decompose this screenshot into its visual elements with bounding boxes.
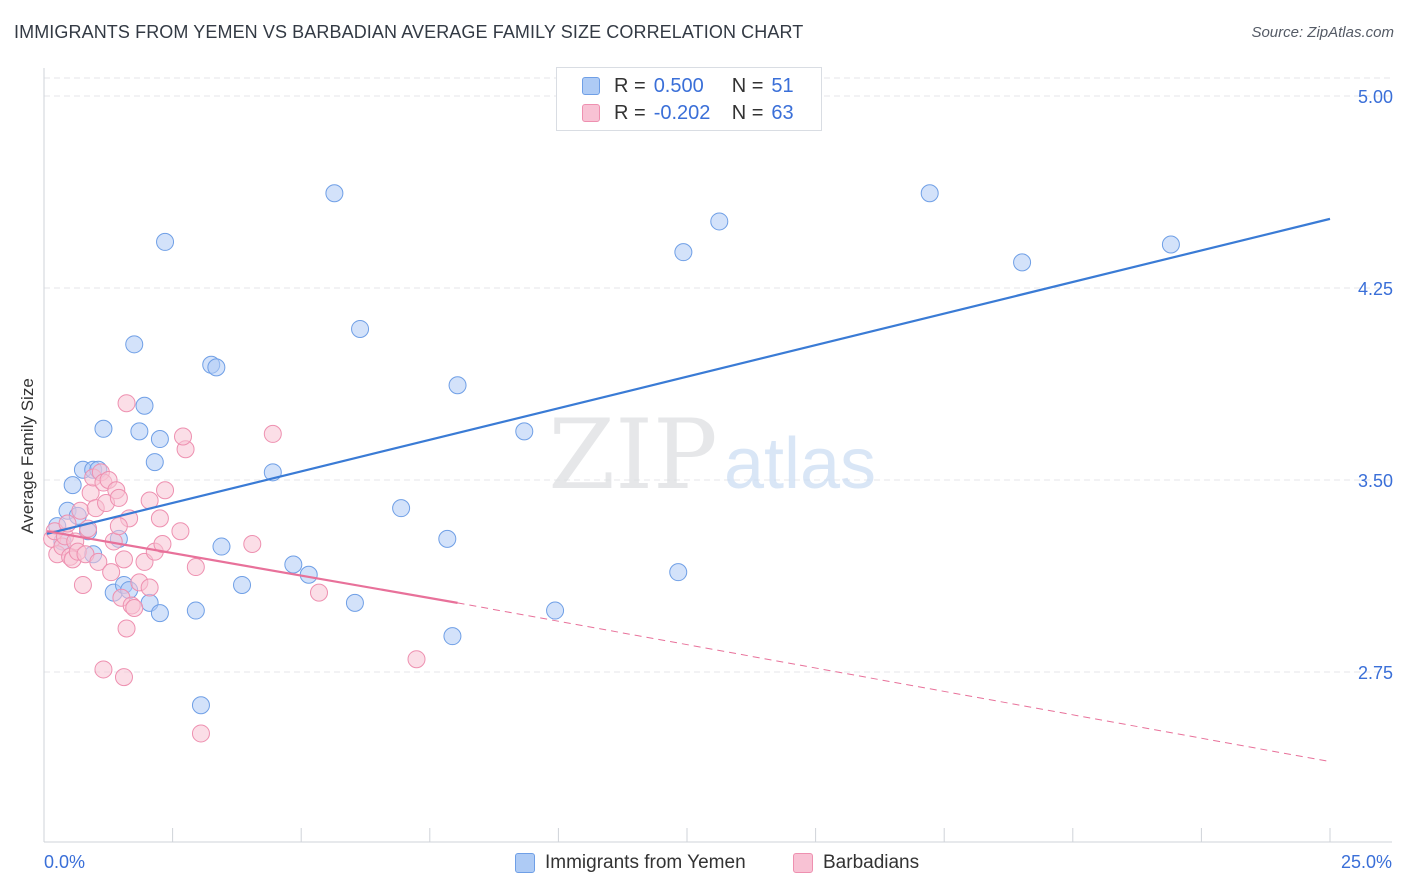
y-tick-label: 5.00	[1358, 87, 1393, 107]
point-barbadians	[156, 481, 175, 500]
trend-line-barbadians	[46, 530, 458, 604]
point-yemen	[669, 563, 688, 582]
legend-item-barbadians[interactable]: Barbadians	[793, 852, 919, 874]
legend-label-yemen: Immigrants from Yemen	[545, 852, 746, 873]
point-barbadians	[71, 501, 90, 520]
n-value-barbadians: 63	[771, 101, 794, 124]
n-value-yemen: 51	[771, 74, 794, 97]
point-yemen	[351, 319, 370, 338]
point-yemen	[130, 422, 149, 441]
point-barbadians	[407, 650, 426, 669]
point-yemen	[438, 529, 457, 548]
point-barbadians	[94, 660, 113, 679]
legend-swatch-yemen	[515, 853, 535, 873]
point-barbadians	[186, 558, 205, 577]
point-yemen	[443, 627, 462, 646]
point-yemen	[135, 396, 154, 415]
point-barbadians	[114, 550, 133, 569]
legend-swatch-yemen	[582, 77, 600, 95]
r-label: R =	[614, 101, 646, 124]
point-barbadians	[117, 394, 136, 413]
point-yemen	[207, 358, 226, 377]
r-value-barbadians: -0.202	[653, 101, 711, 124]
trend-line-extension-barbadians	[457, 602, 1331, 763]
point-barbadians	[102, 563, 121, 582]
point-yemen	[392, 499, 411, 518]
point-barbadians	[171, 522, 190, 541]
point-yemen	[150, 604, 169, 623]
legend-item-yemen[interactable]: Immigrants from Yemen	[515, 852, 746, 874]
point-yemen	[674, 243, 693, 262]
point-yemen	[515, 422, 534, 441]
correlation-legend: R = 0.500 N = 51 R = -0.202 N = 63	[556, 67, 822, 131]
point-yemen	[156, 232, 175, 251]
point-barbadians	[125, 599, 144, 617]
point-yemen	[94, 419, 113, 438]
point-yemen	[284, 555, 303, 574]
n-label: N =	[731, 101, 764, 124]
x-tick-label-max: 25.0%	[1340, 852, 1392, 872]
point-barbadians	[243, 535, 262, 553]
legend-label-barbadians: Barbadians	[823, 852, 920, 873]
r-value-yemen: 0.500	[653, 74, 704, 97]
point-yemen	[212, 537, 231, 556]
point-yemen	[546, 601, 565, 620]
point-yemen	[150, 430, 169, 449]
point-barbadians	[140, 578, 159, 597]
point-yemen	[63, 476, 82, 495]
chart-title: IMMIGRANTS FROM YEMEN VS BARBADIAN AVERA…	[14, 22, 804, 42]
point-barbadians	[109, 488, 128, 507]
point-yemen	[186, 601, 205, 620]
legend-swatch-barbadians	[793, 853, 813, 873]
y-tick-label: 3.50	[1358, 471, 1393, 491]
point-barbadians	[117, 619, 136, 638]
point-barbadians	[153, 535, 172, 553]
point-yemen	[233, 575, 252, 594]
point-barbadians	[309, 583, 328, 602]
point-yemen	[920, 184, 939, 203]
watermark-atlas: atlas	[724, 424, 876, 504]
n-label: N =	[731, 74, 764, 97]
y-tick-label: 2.75	[1358, 663, 1393, 683]
series-legend: Immigrants from Yemen Barbadians	[0, 852, 1406, 878]
point-yemen	[1013, 253, 1032, 272]
point-barbadians	[263, 424, 282, 443]
legend-row-yemen: R = 0.500 N = 51	[557, 73, 794, 99]
y-axis-label: Average Family Size	[18, 378, 37, 534]
x-tick-label-min: 0.0%	[44, 852, 86, 872]
legend-row-barbadians: R = -0.202 N = 63	[557, 100, 794, 126]
watermark-zip: ZIP	[548, 399, 717, 511]
point-barbadians	[114, 668, 133, 687]
y-tick-label: 4.25	[1358, 279, 1393, 299]
point-barbadians	[73, 575, 92, 594]
source-label: Source: ZipAtlas.com	[1251, 24, 1394, 41]
point-yemen	[325, 184, 344, 203]
point-yemen	[299, 565, 318, 584]
point-yemen	[448, 376, 467, 395]
r-label: R =	[614, 74, 646, 97]
point-yemen	[125, 335, 144, 354]
point-yemen	[145, 453, 164, 472]
point-barbadians	[150, 509, 169, 528]
point-yemen	[1161, 235, 1180, 254]
point-barbadians	[109, 517, 128, 536]
point-yemen	[191, 696, 210, 715]
point-barbadians	[173, 427, 192, 446]
point-yemen	[345, 593, 364, 612]
point-yemen	[710, 212, 729, 231]
point-barbadians	[89, 552, 108, 571]
legend-swatch-barbadians	[582, 104, 600, 122]
trend-line-yemen	[46, 217, 1331, 535]
point-barbadians	[191, 724, 210, 743]
